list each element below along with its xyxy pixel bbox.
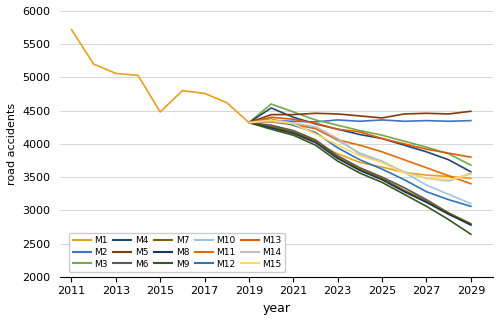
Y-axis label: road accidents: road accidents	[7, 103, 17, 185]
Legend: M1, M2, M3, M4, M5, M6, M7, M8, M9, M10, M11, M12, M13, M14, M15: M1, M2, M3, M4, M5, M6, M7, M8, M9, M10,…	[69, 232, 286, 272]
X-axis label: year: year	[262, 302, 290, 315]
